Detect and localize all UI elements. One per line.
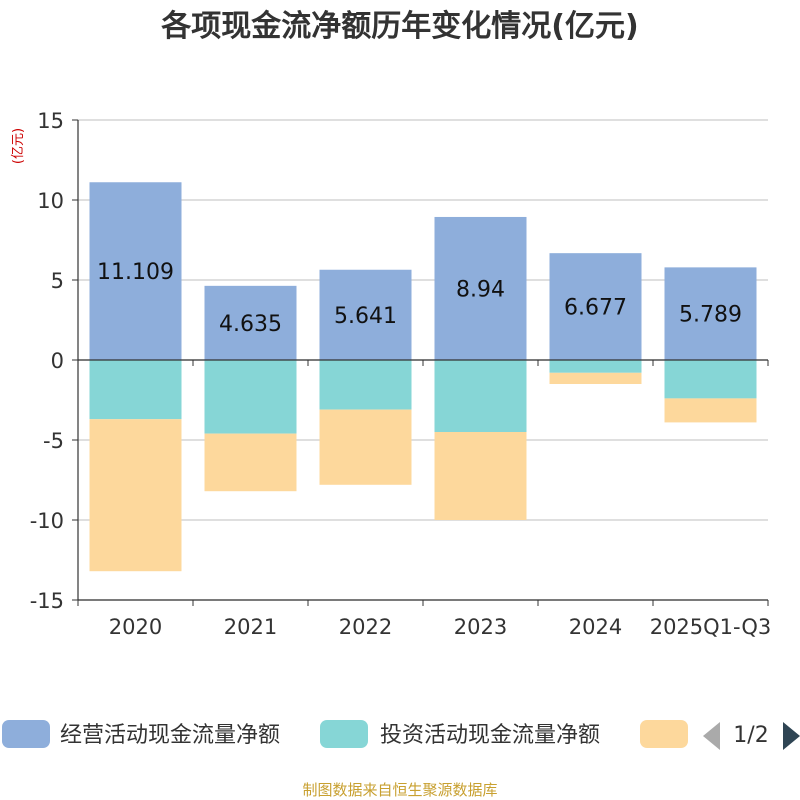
bar-2020-series-3[interactable] xyxy=(89,419,182,572)
y-tick-label: 0 xyxy=(51,349,64,373)
bar-2023-series-2[interactable] xyxy=(434,360,527,432)
legend-swatch-3[interactable] xyxy=(640,720,688,748)
x-tick-label: 2024 xyxy=(569,615,622,639)
legend-label-2[interactable]: 投资活动现金流量净额 xyxy=(380,723,600,748)
bars xyxy=(89,182,757,572)
data-label: 6.677 xyxy=(564,296,627,321)
bar-2022-series-2[interactable] xyxy=(319,360,412,410)
x-tick-label: 2022 xyxy=(339,615,392,639)
bar-2023-series-1[interactable] xyxy=(434,216,527,360)
y-tick-label: 15 xyxy=(37,109,64,133)
data-labels: 11.109 4.635 5.641 8.94 6.677 5.789 xyxy=(97,260,742,337)
bar-2025Q1-Q3-series-2[interactable] xyxy=(664,360,757,399)
legend: 经营活动现金流量净额 投资活动现金流量净额 1/2 xyxy=(2,720,800,750)
chart-title: 各项现金流净额历年变化情况(亿元) xyxy=(160,9,638,44)
bar-2022-series-3[interactable] xyxy=(319,409,412,485)
x-tick-label: 2021 xyxy=(224,615,277,639)
bar-2025Q1-Q3-series-1[interactable] xyxy=(664,267,757,360)
data-source-note: 制图数据来自恒生聚源数据库 xyxy=(302,781,497,799)
y-tick-label: -15 xyxy=(30,589,64,613)
y-tick-label: -10 xyxy=(30,509,64,533)
bar-2021-series-2[interactable] xyxy=(204,360,297,434)
data-label: 11.109 xyxy=(97,260,174,285)
x-tick-label: 2023 xyxy=(454,615,507,639)
x-tick-label: 2020 xyxy=(109,615,162,639)
data-label: 8.94 xyxy=(456,277,505,302)
y-tick-label: -5 xyxy=(43,429,64,453)
bar-2020-series-1[interactable] xyxy=(89,182,182,360)
bar-2021-series-1[interactable] xyxy=(204,285,297,360)
legend-label-1[interactable]: 经营活动现金流量净额 xyxy=(60,723,280,748)
bar-2025Q1-Q3-series-3[interactable] xyxy=(664,398,757,423)
legend-swatch-2[interactable] xyxy=(320,720,368,748)
legend-next-page-icon[interactable] xyxy=(783,722,800,750)
y-tick-label: 10 xyxy=(37,189,64,213)
bar-2023-series-3[interactable] xyxy=(434,432,527,520)
x-tick-label: 2025Q1-Q3 xyxy=(650,615,772,639)
bar-2024-series-1[interactable] xyxy=(549,253,642,360)
bar-2024-series-3[interactable] xyxy=(549,372,642,384)
y-axis-unit-label: (亿元) xyxy=(11,128,26,164)
legend-page-indicator: 1/2 xyxy=(733,723,768,748)
bar-2022-series-1[interactable] xyxy=(319,269,412,360)
bar-2021-series-3[interactable] xyxy=(204,433,297,492)
y-tick-label: 5 xyxy=(51,269,64,293)
data-label: 5.789 xyxy=(679,303,742,328)
bar-2024-series-2[interactable] xyxy=(549,360,642,373)
bar-2020-series-2[interactable] xyxy=(89,360,182,420)
legend-prev-page-icon[interactable] xyxy=(703,722,720,750)
axes: 15 10 5 0 -5 -10 -15 2020 2021 2022 2023 2024 2025Q1… xyxy=(30,109,772,639)
data-label: 4.635 xyxy=(219,312,282,337)
legend-swatch-1[interactable] xyxy=(2,720,50,748)
data-label: 5.641 xyxy=(334,304,397,329)
